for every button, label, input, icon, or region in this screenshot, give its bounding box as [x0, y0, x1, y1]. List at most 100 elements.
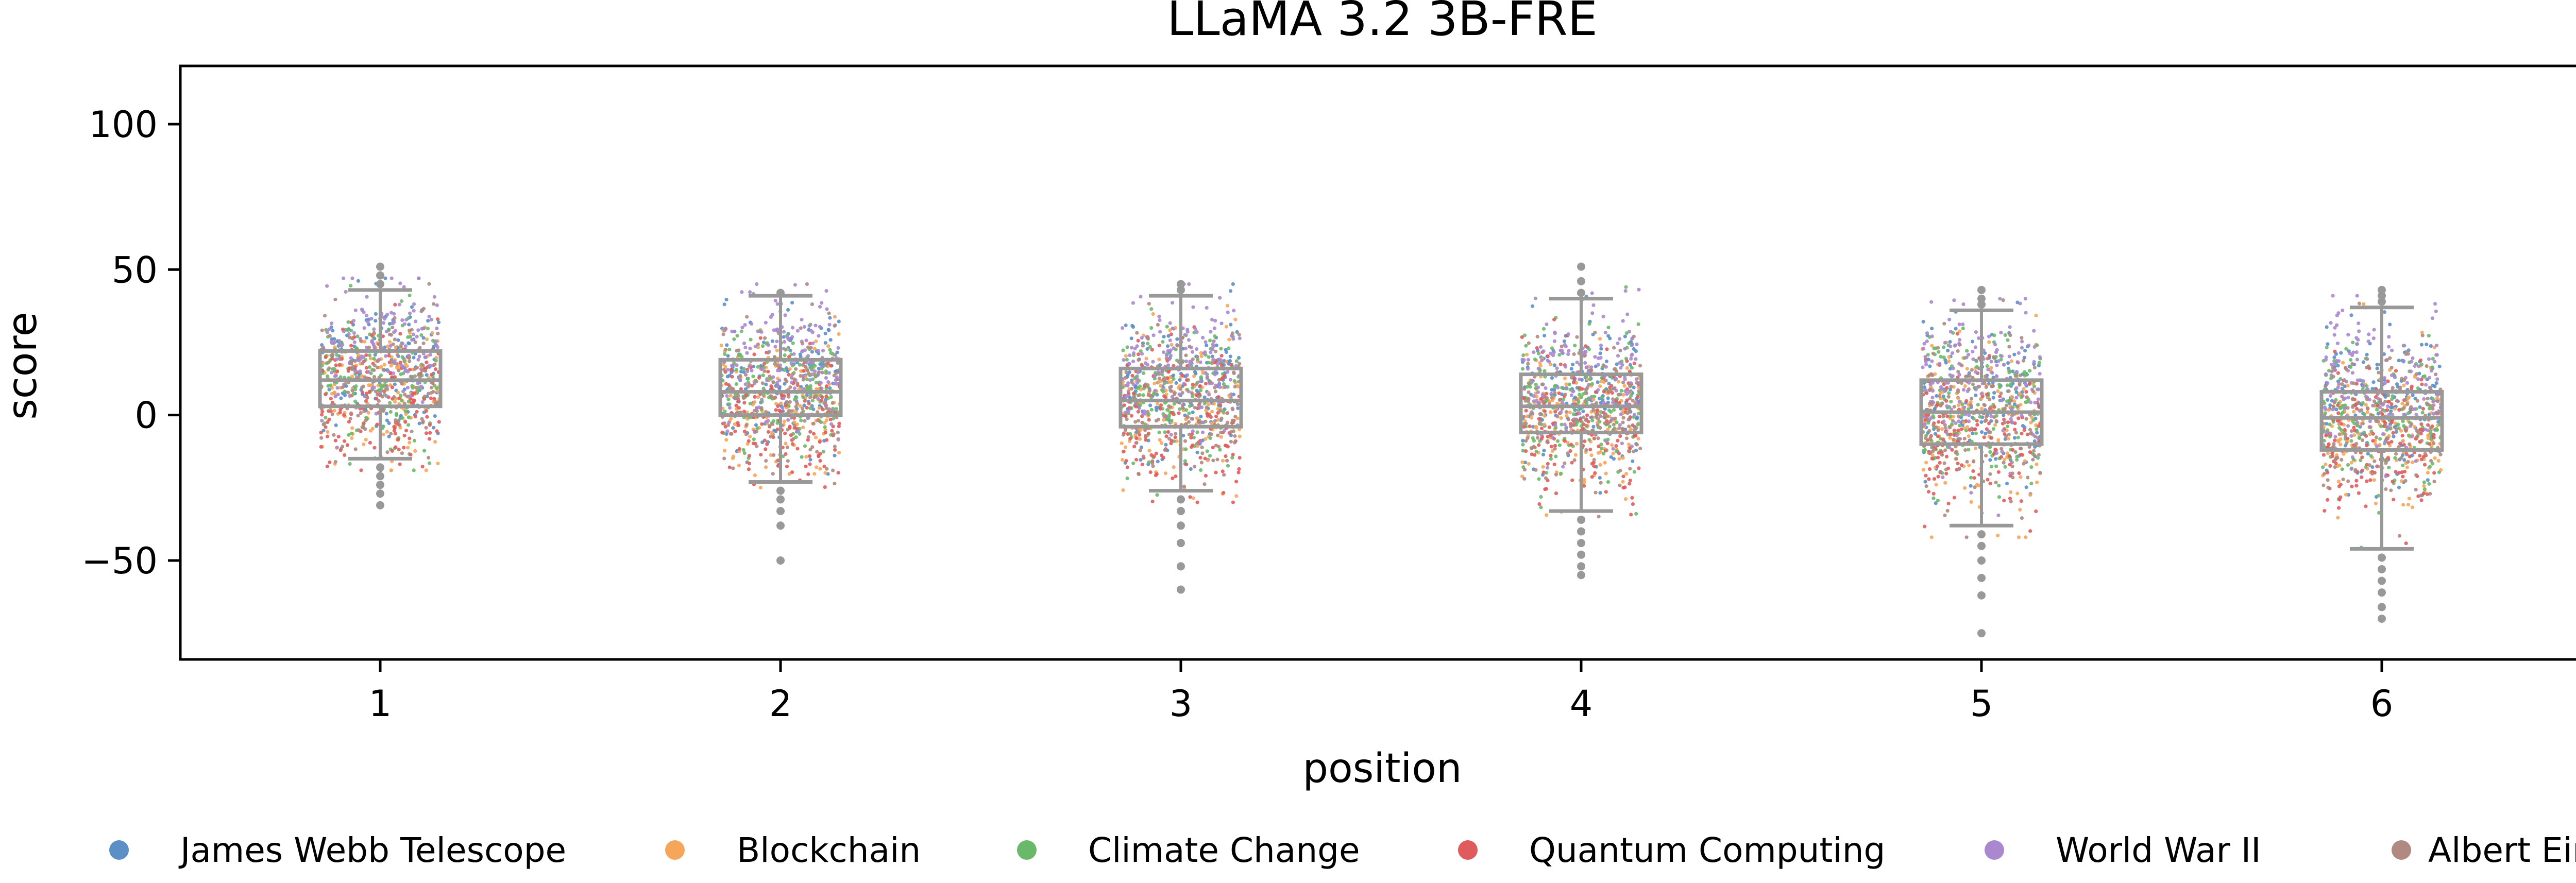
data-point [1150, 348, 1154, 352]
data-point [1195, 388, 1199, 393]
data-point [1632, 449, 1636, 453]
data-point [412, 355, 416, 360]
data-point [760, 397, 764, 402]
data-point [1621, 480, 1625, 484]
data-point [2035, 431, 2039, 435]
data-point [1612, 346, 1616, 350]
data-point [792, 386, 797, 390]
data-point [434, 339, 438, 343]
data-point [1236, 356, 1241, 360]
data-point [2406, 502, 2410, 507]
data-point [1924, 360, 1928, 364]
data-point [750, 368, 754, 372]
data-point [833, 323, 837, 328]
data-point [2321, 465, 2325, 469]
data-point [731, 363, 735, 367]
data-point [2022, 387, 2026, 391]
data-point [788, 367, 792, 371]
data-point [742, 429, 747, 434]
data-point [1963, 384, 1967, 388]
data-point [1581, 409, 1585, 413]
data-point [1927, 429, 1931, 433]
data-point [2014, 431, 2019, 435]
data-point [835, 350, 839, 354]
data-point [384, 394, 388, 398]
data-point [349, 431, 353, 436]
data-point [1993, 423, 1997, 427]
data-point [2341, 411, 2345, 415]
data-point [1584, 418, 1588, 422]
data-point [333, 297, 337, 301]
data-point [1923, 480, 1927, 484]
data-point [1584, 365, 1588, 369]
data-point [1169, 433, 1173, 437]
data-point [1606, 428, 1610, 432]
data-point [1614, 377, 1618, 381]
data-point [1603, 461, 1607, 465]
data-point [732, 396, 736, 400]
data-point [1947, 317, 1952, 321]
data-point [808, 395, 812, 400]
data-point [762, 438, 767, 443]
data-point [828, 316, 832, 320]
data-point [1567, 382, 1571, 386]
data-point [1200, 451, 1205, 455]
data-point [1165, 376, 1170, 380]
data-point [2418, 453, 2422, 458]
data-point [1136, 338, 1140, 343]
data-point [382, 368, 386, 372]
data-point [371, 343, 376, 347]
data-point [1617, 401, 1621, 405]
data-point [1584, 423, 1588, 428]
data-point [381, 321, 385, 325]
data-point [1638, 446, 1642, 451]
data-point [2007, 370, 2011, 375]
data-point [2012, 352, 2016, 356]
data-point [754, 423, 758, 427]
data-point [722, 302, 726, 307]
data-point [368, 440, 372, 445]
data-point [760, 344, 765, 348]
data-point [413, 367, 417, 371]
data-point [1121, 326, 1125, 330]
data-point [1957, 423, 1962, 428]
data-point [1971, 469, 1975, 473]
data-point [1202, 482, 1207, 486]
data-point [1937, 451, 1941, 455]
data-point [805, 393, 809, 397]
data-point [1926, 353, 1930, 357]
data-point [724, 438, 728, 442]
data-point [1577, 400, 1581, 404]
data-point [2029, 420, 2033, 424]
data-point [1940, 387, 1944, 391]
data-point [784, 452, 788, 456]
data-point [1187, 411, 1191, 416]
data-point [354, 346, 358, 350]
data-point [1157, 358, 1161, 362]
data-point [400, 416, 405, 420]
data-point [742, 341, 747, 346]
data-point [803, 444, 807, 448]
data-point [1995, 363, 1999, 367]
data-point [1184, 408, 1189, 412]
data-point [2349, 313, 2353, 317]
data-point [418, 346, 422, 350]
data-point [800, 406, 805, 411]
data-point [833, 448, 837, 452]
data-point [804, 365, 808, 369]
data-point [382, 363, 386, 367]
data-point [1938, 394, 1942, 398]
data-point [1231, 500, 1235, 504]
data-point [430, 331, 434, 335]
data-point [1634, 377, 1638, 381]
data-point [1551, 435, 1555, 439]
data-point [2362, 302, 2366, 306]
data-point [418, 375, 422, 379]
data-point [1979, 420, 1984, 424]
data-point [833, 353, 837, 357]
data-point [348, 462, 352, 466]
data-point [790, 442, 794, 446]
data-point [2032, 345, 2037, 349]
data-point [1941, 475, 1945, 480]
data-point [796, 429, 801, 434]
